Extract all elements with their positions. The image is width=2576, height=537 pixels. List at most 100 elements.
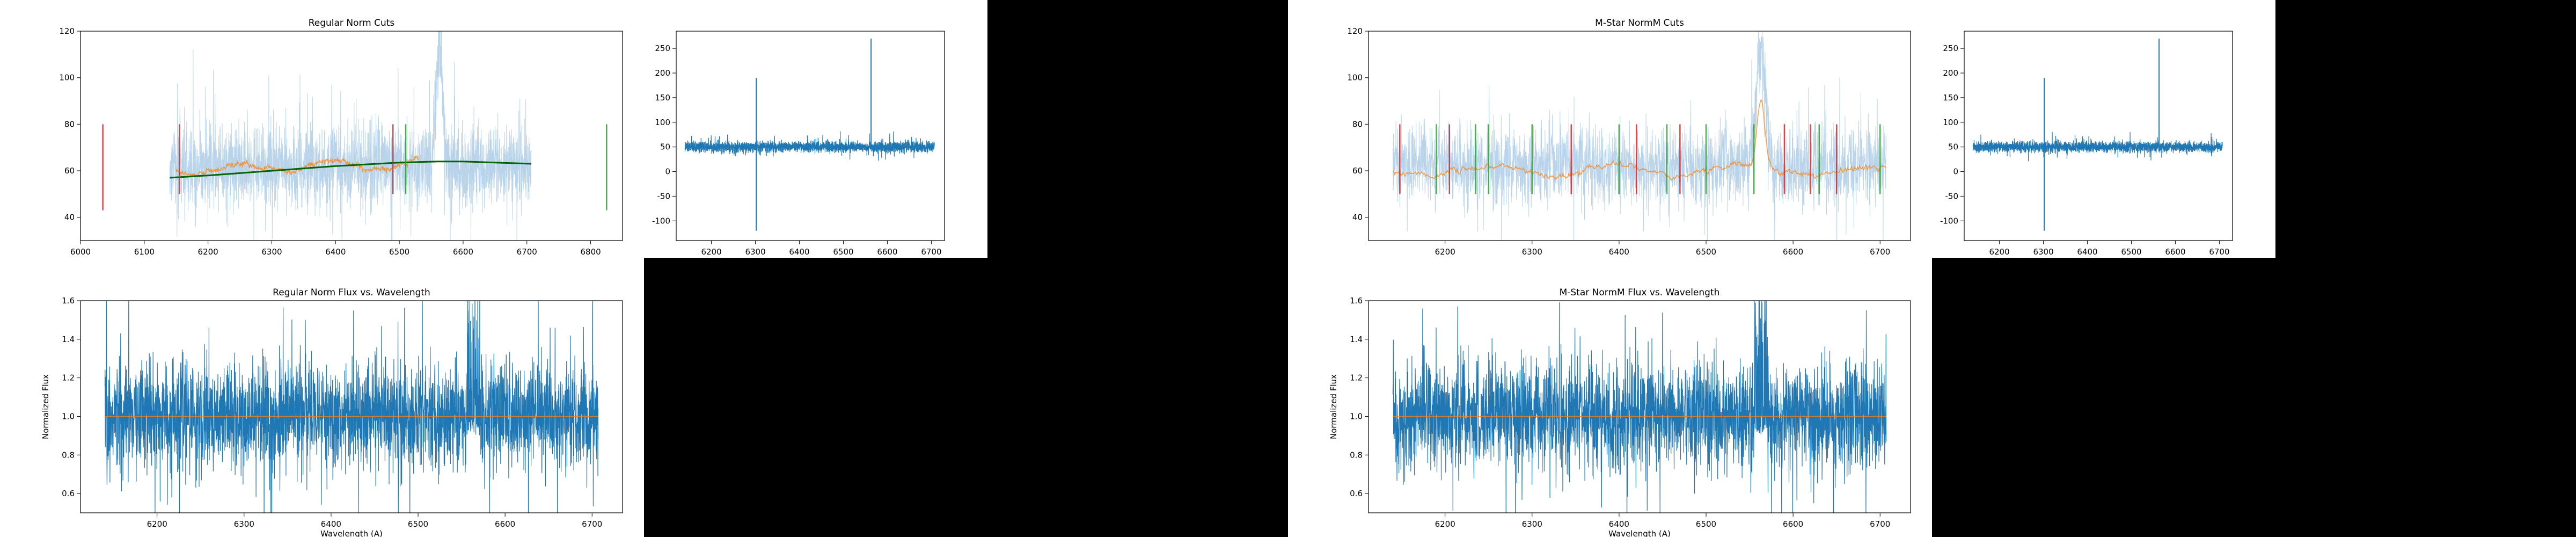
chart-title: Regular Norm Cuts bbox=[309, 18, 395, 28]
axes-frame bbox=[676, 31, 945, 241]
axes-frame bbox=[1368, 300, 1911, 513]
x-tick-label: 6500 bbox=[1696, 519, 1716, 529]
y-tick-label: 40 bbox=[64, 213, 75, 222]
fit-curve bbox=[170, 161, 532, 179]
y-tick-label: 100 bbox=[59, 73, 75, 83]
x-tick-label: 6700 bbox=[1870, 247, 1890, 257]
chart-mstar-normm-cuts: 6200 6300 6400 6500 6600 6700 40 60 80 100 120 M-St… bbox=[1347, 18, 1911, 257]
plot-area bbox=[1972, 38, 2223, 231]
y-tick-label: 60 bbox=[1352, 166, 1363, 176]
axes-frame bbox=[1964, 31, 2233, 241]
chart-regular-norm-cuts: 6000 6100 6200 6300 6400 6500 6600 6700 6800 40 60… bbox=[59, 18, 623, 257]
x-axis-label: Wavelength (A) bbox=[1608, 529, 1671, 537]
x-tick-label: 6300 bbox=[745, 247, 765, 257]
y-tick-label: 100 bbox=[1943, 118, 1958, 127]
x-tick-label: 6600 bbox=[495, 519, 515, 529]
y-tick-label: 200 bbox=[655, 68, 670, 78]
x-tick-label: 6500 bbox=[408, 519, 428, 529]
x-tick-label: 6600 bbox=[1783, 247, 1803, 257]
y-tick-label: 150 bbox=[655, 93, 670, 103]
x-tick-label: 6600 bbox=[453, 247, 473, 257]
chart-mstar-normm-flux: 6200 6300 6400 6500 6600 6700 0.6 0.8 1.0 1.2 1.4 1… bbox=[1329, 287, 1911, 537]
y-tick-label: 80 bbox=[64, 119, 75, 129]
plot-area bbox=[684, 38, 935, 231]
y-tick-label: 1.2 bbox=[1350, 373, 1363, 383]
y-tick-label: 100 bbox=[1347, 73, 1363, 83]
empty-panel-right-top bbox=[2275, 0, 2576, 258]
chart-regular-norm-flux: 6200 6300 6400 6500 6600 6700 0.6 0.8 1.0 1.2 1.4 1… bbox=[41, 287, 623, 537]
y-tick-label: 200 bbox=[1943, 68, 1958, 78]
x-tick-label: 6000 bbox=[70, 247, 91, 257]
spectrum-trace bbox=[684, 131, 935, 161]
chart-regular-residual: 6200 6300 6400 6500 6600 6700 -100 -50 0 50 100 150… bbox=[652, 31, 945, 257]
chart-title: Regular Norm Flux vs. Wavelength bbox=[273, 287, 430, 298]
y-tick-label: -100 bbox=[1940, 216, 1958, 226]
x-tick-label: 6500 bbox=[1696, 247, 1716, 257]
x-tick-label: 6500 bbox=[833, 247, 853, 257]
y-axis-label: Normalized Flux bbox=[41, 374, 50, 439]
axes-frame bbox=[1368, 31, 1911, 241]
x-tick-label: 6300 bbox=[1522, 247, 1542, 257]
y-tick-label: 150 bbox=[1943, 93, 1958, 103]
y-tick-label: 250 bbox=[1943, 43, 1958, 53]
y-tick-label: 60 bbox=[64, 166, 75, 176]
x-tick-label: 6200 bbox=[147, 519, 167, 529]
y-axis-label: Normalized Flux bbox=[1329, 374, 1338, 439]
y-tick-label: -50 bbox=[657, 191, 671, 201]
x-tick-label: 6200 bbox=[1435, 247, 1455, 257]
y-tick-label: 80 bbox=[1352, 119, 1363, 129]
x-tick-label: 6100 bbox=[134, 247, 155, 257]
plot-area bbox=[104, 301, 599, 513]
x-tick-label: 6700 bbox=[921, 247, 941, 257]
x-tick-label: 6200 bbox=[1435, 519, 1455, 529]
y-tick-label: 250 bbox=[655, 43, 670, 53]
x-tick-label: 6200 bbox=[198, 247, 218, 257]
y-tick-label: 1.0 bbox=[1350, 411, 1363, 421]
y-tick-label: 1.4 bbox=[1350, 335, 1363, 344]
plot-area bbox=[102, 31, 608, 241]
spectrum-trace bbox=[1972, 132, 2223, 162]
y-tick-label: 0.6 bbox=[1350, 489, 1363, 498]
y-tick-label: 120 bbox=[59, 26, 75, 36]
y-tick-label: 1.2 bbox=[62, 373, 75, 383]
y-tick-label: 1.6 bbox=[1350, 296, 1363, 306]
y-tick-label: 50 bbox=[1948, 142, 1958, 152]
axes-frame bbox=[80, 300, 623, 513]
empty-panel-left-top bbox=[987, 0, 1288, 258]
x-tick-label: 6400 bbox=[1609, 247, 1629, 257]
x-tick-label: 6700 bbox=[517, 247, 537, 257]
x-tick-label: 6400 bbox=[1609, 519, 1629, 529]
chart-title: M-Star NormM Flux vs. Wavelength bbox=[1560, 287, 1720, 298]
x-tick-label: 6400 bbox=[2077, 247, 2097, 257]
x-tick-label: 6700 bbox=[2209, 247, 2229, 257]
spectrum-trace bbox=[169, 31, 532, 241]
y-tick-label: 120 bbox=[1347, 26, 1363, 36]
y-tick-label: 0 bbox=[665, 167, 670, 177]
x-tick-label: 6700 bbox=[582, 519, 602, 529]
chart-title: M-Star NormM Cuts bbox=[1595, 18, 1684, 28]
x-tick-label: 6800 bbox=[580, 247, 601, 257]
empty-panel-right-bottom bbox=[1932, 258, 2576, 537]
chart-mstar-residual: 6200 6300 6400 6500 6600 6700 -100 -50 0 50 100 150… bbox=[1940, 31, 2233, 257]
x-tick-label: 6700 bbox=[1870, 519, 1890, 529]
x-tick-label: 6300 bbox=[1522, 519, 1542, 529]
y-tick-label: 0.6 bbox=[62, 489, 75, 498]
x-tick-label: 6200 bbox=[1989, 247, 2009, 257]
x-tick-label: 6400 bbox=[321, 519, 341, 529]
x-tick-label: 6500 bbox=[389, 247, 409, 257]
spectrum-trace bbox=[1392, 301, 1887, 513]
x-axis-label: Wavelength (A) bbox=[320, 529, 383, 537]
y-tick-label: -100 bbox=[652, 216, 670, 226]
y-tick-label: 1.4 bbox=[62, 335, 75, 344]
x-tick-label: 6600 bbox=[877, 247, 897, 257]
y-tick-label: 50 bbox=[660, 142, 670, 152]
x-tick-label: 6300 bbox=[2033, 247, 2053, 257]
y-tick-label: 1.6 bbox=[62, 296, 75, 306]
y-tick-label: 0.8 bbox=[1350, 450, 1363, 460]
plot-area bbox=[1392, 31, 1887, 241]
x-tick-label: 6600 bbox=[2165, 247, 2185, 257]
y-tick-label: 0 bbox=[1953, 167, 1958, 177]
plot-area bbox=[1392, 301, 1887, 513]
x-tick-label: 6500 bbox=[2121, 247, 2141, 257]
